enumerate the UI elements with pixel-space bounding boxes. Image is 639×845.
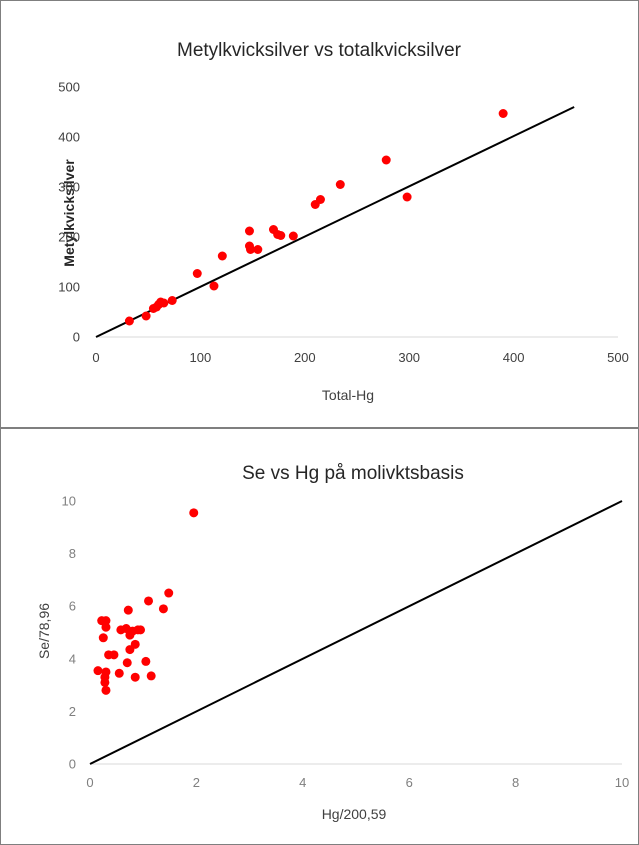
data-point xyxy=(246,245,256,254)
x-tick-label: 100 xyxy=(190,350,212,365)
x-tick-label: 6 xyxy=(406,775,413,790)
data-point xyxy=(276,231,286,240)
y-tick-label: 200 xyxy=(58,230,80,245)
x-tick-label: 10 xyxy=(615,775,629,790)
y-tick-label: 100 xyxy=(58,280,80,295)
data-point xyxy=(101,622,111,632)
data-point xyxy=(101,685,111,695)
x-tick-label: 2 xyxy=(193,775,200,790)
data-point xyxy=(402,192,412,202)
x-tick-label: 400 xyxy=(503,350,525,365)
data-point xyxy=(109,650,119,660)
data-point xyxy=(253,245,263,254)
data-point xyxy=(101,667,111,677)
chart-title: Se vs Hg på molivktsbasis xyxy=(242,463,464,484)
data-point xyxy=(315,195,325,204)
x-axis-label: Hg/200,59 xyxy=(322,806,387,822)
reference-line xyxy=(89,500,623,765)
data-point xyxy=(192,269,202,278)
data-point xyxy=(130,639,140,649)
data-point xyxy=(335,180,345,189)
data-point xyxy=(123,605,133,615)
data-point xyxy=(144,596,154,606)
x-tick-label: 300 xyxy=(398,350,420,365)
y-tick-label: 0 xyxy=(69,757,76,772)
y-tick-label: 6 xyxy=(69,599,76,614)
scatter-chart-methylmercury: Metylkvicksilver vs totalkvicksilver Tot… xyxy=(58,40,629,403)
x-tick-label: 200 xyxy=(294,350,316,365)
x-axis-label: Total-Hg xyxy=(322,387,374,403)
data-point xyxy=(98,633,108,643)
x-tick-label: 0 xyxy=(86,775,93,790)
chart-panel-methylmercury: Metylkvicksilver vs totalkvicksilver Tot… xyxy=(0,0,639,428)
x-tick-label: 0 xyxy=(92,350,99,365)
y-tick-label: 8 xyxy=(69,546,76,561)
data-point xyxy=(189,508,199,518)
x-tick-label: 8 xyxy=(512,775,519,790)
chart-panel-selenium-mercury: Se vs Hg på molivktsbasis Hg/200,59 Se/7… xyxy=(0,428,639,845)
data-point xyxy=(146,671,156,681)
data-point xyxy=(141,656,151,666)
data-point xyxy=(498,109,508,118)
y-tick-label: 4 xyxy=(69,651,76,666)
scatter-chart-se-vs-hg: Se vs Hg på molivktsbasis Hg/200,59 Se/7… xyxy=(36,463,629,822)
y-axis-label: Se/78,96 xyxy=(36,603,52,659)
data-point xyxy=(244,226,254,236)
data-point xyxy=(124,316,134,326)
y-tick-label: 300 xyxy=(58,180,80,195)
data-point xyxy=(114,668,124,678)
data-point xyxy=(141,311,151,321)
data-point xyxy=(159,298,169,308)
data-point xyxy=(209,281,219,291)
data-point xyxy=(101,616,111,626)
y-axis-label: Metylkvicksilver xyxy=(61,159,77,267)
data-point xyxy=(100,677,110,687)
data-point xyxy=(93,666,103,676)
data-point xyxy=(136,625,146,635)
data-point xyxy=(217,251,227,261)
data-point xyxy=(381,155,391,165)
y-tick-label: 500 xyxy=(58,80,80,95)
x-tick-label: 4 xyxy=(299,775,306,790)
data-point xyxy=(158,604,168,614)
x-tick-label: 500 xyxy=(607,350,629,365)
data-point xyxy=(122,658,132,668)
data-point xyxy=(288,231,298,241)
y-tick-label: 10 xyxy=(62,494,76,509)
chart-title: Metylkvicksilver vs totalkvicksilver xyxy=(177,40,462,61)
y-tick-label: 400 xyxy=(58,130,80,145)
data-point xyxy=(167,296,177,305)
data-point xyxy=(164,588,174,598)
y-tick-label: 2 xyxy=(69,704,76,719)
data-point xyxy=(130,672,140,682)
y-tick-label: 0 xyxy=(73,330,80,345)
